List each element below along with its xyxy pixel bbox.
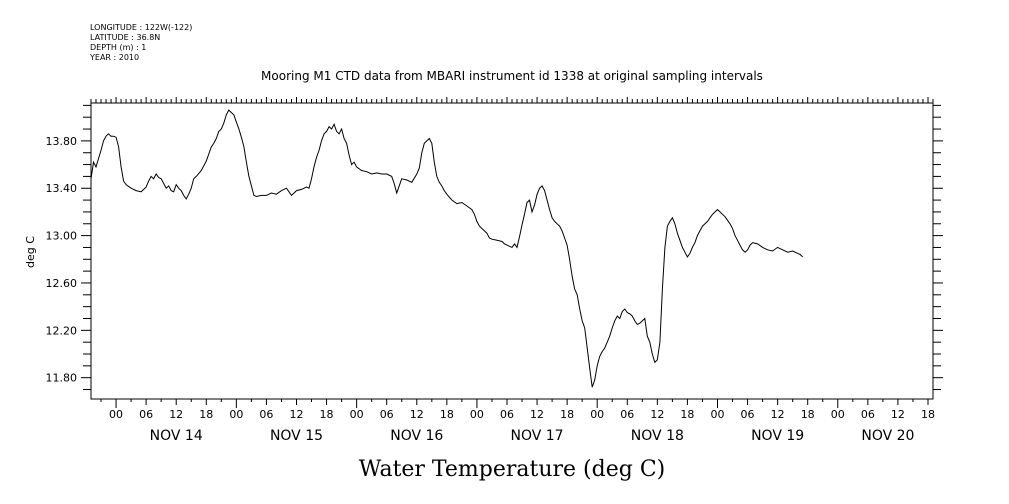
- x-day-label: NOV 14: [150, 428, 203, 444]
- x-hour-label: 06: [861, 408, 875, 421]
- meta-year: YEAR : 2010: [89, 53, 139, 62]
- x-day-label: NOV 18: [631, 428, 684, 444]
- bottom-ticks: [100, 399, 929, 408]
- series-line-water-temperature: [90, 109, 804, 388]
- plot-frame: [90, 102, 934, 400]
- x-hour-labels: 00 06 12 18 00 06 12 18 00 06 12 18 00 06 12 18 00 06 12 18…: [109, 408, 935, 421]
- x-day-label: NOV 19: [751, 428, 804, 444]
- meta-latitude: LATITUDE : 36.8N: [90, 33, 160, 42]
- x-hour-label: 18: [440, 408, 454, 421]
- x-hour-label: 12: [650, 408, 664, 421]
- x-hour-label: 06: [620, 408, 634, 421]
- x-hour-label: 18: [560, 408, 574, 421]
- x-day-labels: NOV 14 NOV 15 NOV 16 NOV 17 NOV 18 NOV 19 NOV …: [150, 428, 915, 444]
- x-hour-label: 12: [891, 408, 905, 421]
- y-tick-label: 12.60: [46, 277, 78, 290]
- x-day-label: NOV 16: [390, 428, 443, 444]
- x-hour-label: 12: [289, 408, 303, 421]
- x-hour-label: 18: [680, 408, 694, 421]
- x-hour-label: 06: [380, 408, 394, 421]
- chart-title: Mooring M1 CTD data from MBARI instrumen…: [261, 69, 763, 83]
- x-hour-label: 18: [801, 408, 815, 421]
- meta-depth: DEPTH (m) : 1: [90, 43, 146, 52]
- y-tick-labels: 13.80 13.40 13.00 12.60 12.20 11.80: [46, 135, 78, 385]
- y-tick-label: 13.00: [46, 230, 78, 243]
- y-tick-label: 13.80: [46, 135, 78, 148]
- y-axis-label: deg C: [24, 236, 37, 268]
- x-hour-label: 00: [710, 408, 724, 421]
- y-tick-label: 11.80: [46, 372, 78, 385]
- y-tick-label: 13.40: [46, 182, 78, 195]
- x-hour-label: 00: [350, 408, 364, 421]
- x-hour-label: 18: [199, 408, 213, 421]
- x-hour-label: 06: [139, 408, 153, 421]
- y-tick-label: 12.20: [46, 324, 78, 337]
- x-hour-label: 00: [831, 408, 845, 421]
- y-ticks: [81, 104, 943, 391]
- x-hour-label: 00: [590, 408, 604, 421]
- x-hour-label: 00: [109, 408, 123, 421]
- x-hour-label: 12: [410, 408, 424, 421]
- x-hour-label: 18: [320, 408, 334, 421]
- x-day-label: NOV 20: [861, 428, 914, 444]
- x-hour-label: 06: [741, 408, 755, 421]
- x-hour-label: 00: [229, 408, 243, 421]
- x-hour-label: 00: [470, 408, 484, 421]
- x-day-label: NOV 15: [270, 428, 323, 444]
- x-axis-label: Water Temperature (deg C): [359, 457, 666, 482]
- x-hour-label: 06: [500, 408, 514, 421]
- x-hour-label: 06: [259, 408, 273, 421]
- x-hour-label: 18: [921, 408, 935, 421]
- x-hour-label: 12: [530, 408, 544, 421]
- meta-longitude: LONGITUDE : 122W(-122): [90, 23, 192, 32]
- x-hour-label: 12: [771, 408, 785, 421]
- top-minor-ticks: [90, 97, 934, 103]
- x-hour-label: 12: [169, 408, 183, 421]
- x-day-label: NOV 17: [511, 428, 564, 444]
